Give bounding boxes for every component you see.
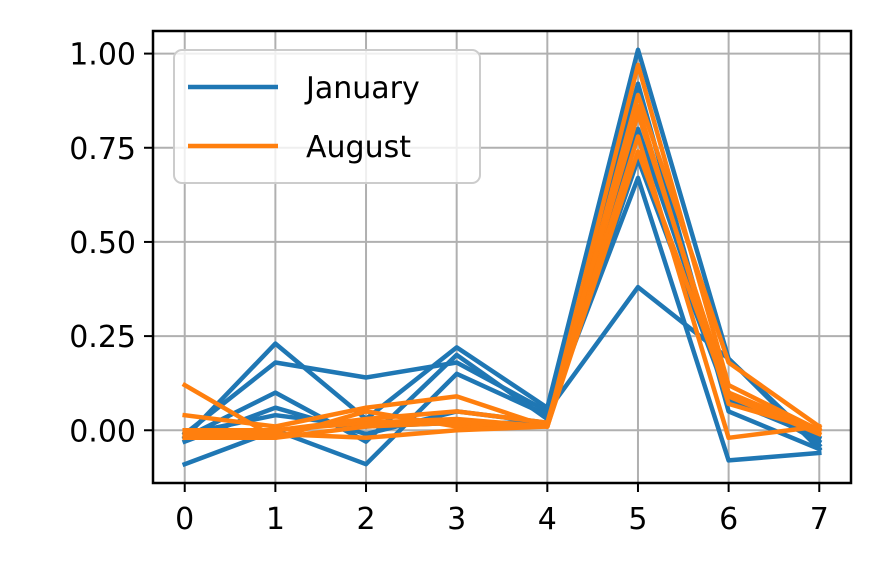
axis-ticks: 0 1 2 3 4 5 6 7 0.00 0.25 0.50 0.75 1.00 — [69, 38, 829, 537]
x-tick-label: 7 — [810, 502, 829, 537]
x-tick-label: 4 — [538, 502, 557, 537]
series-lines — [181, 47, 823, 468]
series-line-august-2 — [182, 92, 823, 430]
x-tick-label: 0 — [175, 502, 194, 537]
series-line-january-1 — [181, 47, 823, 453]
y-tick-label: 1.00 — [69, 38, 136, 73]
plot-frame — [151, 29, 853, 485]
x-tick-label: 1 — [266, 502, 285, 537]
y-tick-label: 0.50 — [69, 226, 136, 261]
legend-label-january: January — [304, 71, 420, 106]
x-tick-label: 6 — [719, 502, 738, 537]
y-tick-label: 0.75 — [69, 132, 136, 167]
x-tick-label: 5 — [628, 502, 647, 537]
x-tick-label: 3 — [447, 502, 466, 537]
y-tick-label: 0.25 — [69, 320, 136, 355]
legend: January August — [173, 49, 481, 184]
x-tick-label: 2 — [356, 502, 375, 537]
legend-box — [173, 49, 481, 184]
legend-label-august: August — [306, 130, 411, 165]
series-line-august-6 — [182, 104, 823, 434]
y-tick-label: 0.00 — [69, 414, 136, 449]
